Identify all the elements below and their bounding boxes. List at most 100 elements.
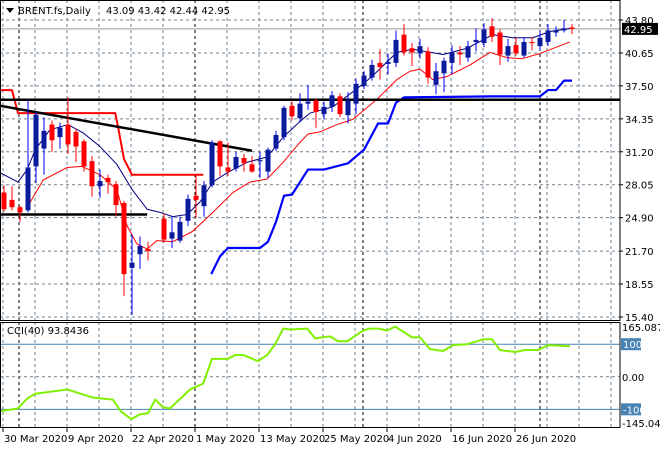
candle-bear xyxy=(337,96,343,115)
candle-bear xyxy=(17,207,23,213)
cci-level-label: 100 xyxy=(623,340,642,351)
candle-bull xyxy=(25,167,31,211)
candle-bear xyxy=(145,249,151,252)
candle-bull xyxy=(465,46,471,58)
candle-bear xyxy=(513,45,519,54)
candle-bull xyxy=(137,245,143,255)
axes: 43.80 40.65 37.50 34.35 31.20 28.05 24.90 21.70… xyxy=(2,16,660,445)
price-tick-label: 28.05 xyxy=(625,181,654,192)
candle-bull xyxy=(345,100,351,116)
candle-bear xyxy=(377,62,383,68)
stepped-red-line xyxy=(0,89,204,176)
candle-bull xyxy=(441,60,447,74)
date-tick-label: 1 May 2020 xyxy=(196,434,255,445)
price-tick-label: 31.20 xyxy=(625,148,654,159)
cci-tick-label: 0.00 xyxy=(622,373,644,384)
candle-bull xyxy=(257,160,263,162)
date-tick-label: 26 Jun 2020 xyxy=(516,434,576,445)
candle-bull xyxy=(41,130,47,149)
cci-line xyxy=(0,325,571,421)
candle-bear xyxy=(409,48,415,53)
candle-bear xyxy=(49,124,55,141)
cci-level-label: -100 xyxy=(623,405,646,416)
candle-bull xyxy=(169,232,175,239)
price-tick-label: 24.90 xyxy=(625,214,654,225)
candle-bear xyxy=(81,141,87,167)
price-tick-label: 37.50 xyxy=(625,82,654,93)
candle-bear xyxy=(497,32,503,55)
candle-bear xyxy=(89,161,95,187)
candle-bear xyxy=(457,52,463,55)
candle-bull xyxy=(473,39,479,42)
candle-bull xyxy=(481,29,487,44)
panel-frames xyxy=(0,0,621,428)
date-tick-label: 13 May 2020 xyxy=(260,434,325,445)
cci-label: CCI(40) 93.8436 xyxy=(7,326,89,337)
cci-level-badge xyxy=(621,338,641,351)
date-tick-label: 22 Apr 2020 xyxy=(132,434,194,445)
candle-bull xyxy=(273,135,279,149)
candle-bull xyxy=(97,181,103,187)
candle-bull xyxy=(505,46,511,56)
candle-bull xyxy=(433,71,439,85)
candle-bear xyxy=(65,124,71,145)
candle-bull xyxy=(33,114,39,167)
grid xyxy=(0,0,620,428)
moving-average-fast xyxy=(0,27,571,218)
candle-bull xyxy=(129,262,135,268)
candles xyxy=(1,17,575,315)
current-price-label: 42.95 xyxy=(624,25,653,36)
candle-bear xyxy=(249,164,255,172)
candle-bull xyxy=(553,30,559,33)
price-tick-label: 34.35 xyxy=(625,115,654,126)
candle-bear xyxy=(313,100,319,113)
candle-bear xyxy=(569,27,575,29)
indicator-lines xyxy=(0,27,620,421)
stepped-blue-line xyxy=(210,79,572,275)
candle-bear xyxy=(241,158,247,164)
candle-bull xyxy=(321,106,327,115)
price-tick-label: 15.40 xyxy=(625,313,654,324)
candle-bear xyxy=(73,131,79,147)
cci-panel-frame xyxy=(0,322,621,428)
candle-bull xyxy=(417,46,423,54)
candle-bear xyxy=(425,51,431,78)
candle-bear xyxy=(9,199,15,208)
candle-bull xyxy=(209,142,215,186)
main-panel-frame xyxy=(0,0,621,321)
cci-tick-label: 165.0879 xyxy=(622,323,660,334)
candle-bear xyxy=(217,141,223,167)
candle-bull xyxy=(233,156,239,169)
candle-bear xyxy=(121,203,127,275)
candle-bull xyxy=(561,28,567,31)
candle-bull xyxy=(537,37,543,47)
candle-bull xyxy=(281,107,287,138)
candle-bear xyxy=(529,41,535,44)
dropdown-triangle-icon[interactable] xyxy=(6,8,14,13)
candle-bear xyxy=(401,34,407,53)
date-tick-label: 25 May 2020 xyxy=(324,434,389,445)
candle-bear xyxy=(105,177,111,183)
price-tick-label: 40.65 xyxy=(625,49,654,60)
candle-bull xyxy=(297,103,303,119)
candle-bull xyxy=(545,30,551,42)
date-tick-label: 16 Jun 2020 xyxy=(452,434,512,445)
candle-bear xyxy=(1,192,7,210)
date-tick-label: 9 Apr 2020 xyxy=(68,434,123,445)
candle-bull xyxy=(353,83,359,104)
candle-bull xyxy=(393,39,399,63)
candle-bull xyxy=(449,52,455,63)
price-tick-label: 18.55 xyxy=(625,280,654,291)
candle-bear xyxy=(193,195,199,200)
candle-bull xyxy=(57,127,63,138)
price-tick-label: 43.80 xyxy=(625,16,654,27)
candle-bull xyxy=(369,64,375,78)
candle-bull xyxy=(361,75,367,86)
chart-ohlc: 43.09 43.42 42.44 42.95 xyxy=(106,6,230,17)
candle-bull xyxy=(521,41,527,56)
chart-symbol: BRENT.fs,Daily xyxy=(18,6,91,17)
candle-bull xyxy=(177,221,183,241)
candle-bear xyxy=(113,184,119,206)
